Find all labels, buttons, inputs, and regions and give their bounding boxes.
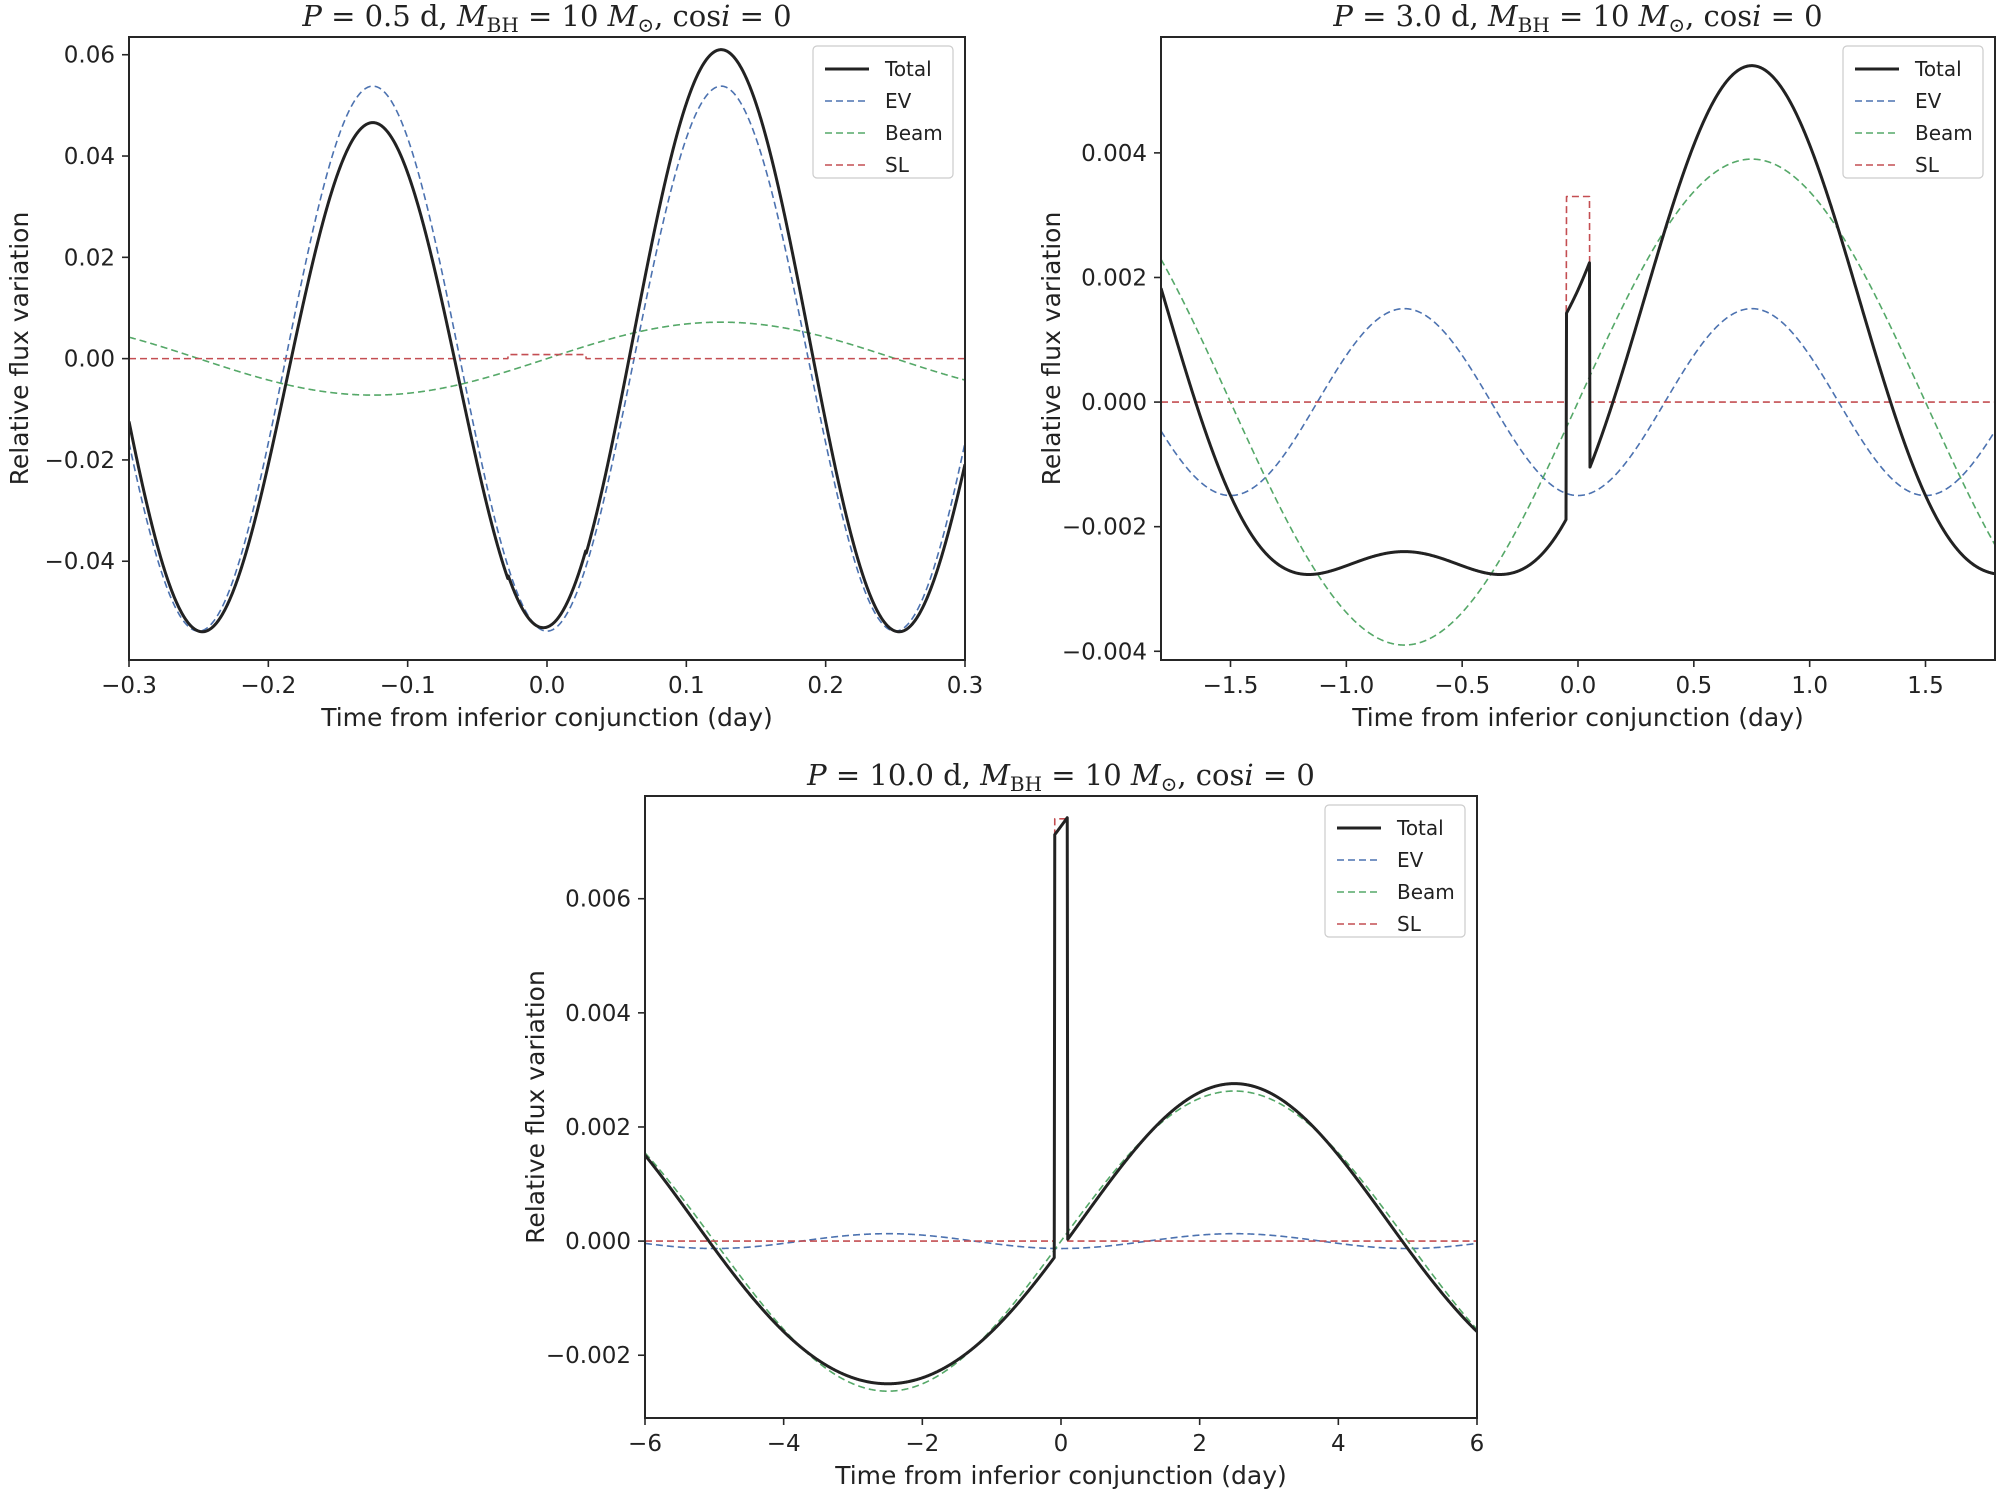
series-sl-line	[645, 818, 1477, 1242]
x-tick-label: 0	[1054, 1431, 1069, 1457]
legend-label-beam: Beam	[885, 121, 943, 145]
x-tick-label: 2	[1192, 1431, 1207, 1457]
legend-box	[1324, 804, 1466, 938]
legend-label-sl: SL	[1397, 912, 1422, 936]
x-tick-label: −6	[628, 1431, 662, 1457]
y-tick-label: 0.04	[64, 144, 115, 170]
x-axis-label: Time from inferior conjunction (day)	[834, 1461, 1287, 1490]
panel-p0-5d: −0.3 −0.2 −0.1 0.0 0.1 0.2 0.3 −0.04 −0.02 0.00 0.…	[5, 0, 983, 732]
y-tick-label: −0.04	[45, 549, 115, 575]
x-tick-label: −1.5	[1203, 673, 1259, 699]
x-tick-label: 0.5	[1676, 673, 1713, 699]
legend-box	[1842, 45, 1984, 179]
y-tick-label: 0.02	[64, 245, 115, 271]
series-beam-line	[129, 321, 965, 396]
x-tick-label: −1.0	[1318, 673, 1374, 699]
legend-label-beam: Beam	[1397, 880, 1455, 904]
chart-title: P = 3.0 d, MBH = 10 M⊙, cosi = 0	[1332, 0, 1822, 37]
series-total-line	[645, 816, 1477, 1386]
x-tick-label: 4	[1331, 1431, 1346, 1457]
y-tick-label: 0.002	[1081, 265, 1147, 291]
legend-label-total: Total	[1914, 57, 1962, 81]
y-tick-label: 0.004	[565, 1001, 631, 1027]
x-axis-label: Time from inferior conjunction (day)	[1351, 703, 1804, 732]
legend-label-sl: SL	[1915, 153, 1940, 177]
x-tick-label: 0.1	[668, 673, 705, 699]
x-tick-label: 0.3	[947, 673, 984, 699]
x-tick-label: −0.1	[380, 673, 436, 699]
legend: Total EV Beam SL	[812, 45, 954, 179]
y-axis-label: Relative flux variation	[1037, 212, 1066, 486]
series-ev-line	[645, 1232, 1477, 1250]
y-tick-label: −0.004	[1062, 639, 1147, 665]
x-axis-label: Time from inferior conjunction (day)	[320, 703, 773, 732]
y-tick-label: −0.002	[546, 1343, 631, 1369]
series-ev-line	[129, 85, 965, 632]
chart-title: P = 0.5 d, MBH = 10 M⊙, cosi = 0	[301, 0, 791, 37]
legend-label-sl: SL	[885, 153, 910, 177]
legend-label-ev: EV	[1915, 89, 1942, 113]
legend-label-total: Total	[1396, 816, 1444, 840]
series-total-line	[129, 48, 965, 634]
legend: Total EV Beam SL	[1324, 804, 1466, 938]
y-tick-label: −0.002	[1062, 515, 1147, 541]
legend-label-ev: EV	[1397, 848, 1424, 872]
x-tick-label: −2	[905, 1431, 939, 1457]
y-tick-label: 0.000	[565, 1229, 631, 1255]
series-sl-line	[1161, 195, 1995, 403]
y-tick-label: 0.00	[64, 347, 115, 373]
y-axis-label: Relative flux variation	[521, 970, 550, 1244]
x-tick-label: −4	[767, 1431, 801, 1457]
x-tick-label: 0.2	[807, 673, 844, 699]
y-tick-label: 0.06	[64, 43, 115, 69]
series-beam-line	[1161, 158, 1995, 646]
y-tick-label: 0.006	[565, 887, 631, 913]
legend-label-ev: EV	[885, 89, 912, 113]
y-tick-label: −0.02	[45, 448, 115, 474]
x-tick-label: 0.0	[529, 673, 566, 699]
y-axis-label: Relative flux variation	[5, 212, 34, 486]
plot-area	[129, 48, 965, 634]
plot-area	[1161, 64, 1995, 646]
y-tick-label: 0.000	[1081, 390, 1147, 416]
y-tick-label: 0.004	[1081, 141, 1147, 167]
chart-title: P = 10.0 d, MBH = 10 M⊙, cosi = 0	[806, 758, 1315, 796]
x-tick-label: −0.2	[240, 673, 296, 699]
x-tick-label: −0.5	[1434, 673, 1490, 699]
legend: Total EV Beam SL	[1842, 45, 1984, 179]
series-total-line	[1161, 64, 1995, 576]
legend-label-total: Total	[884, 57, 932, 81]
x-tick-label: −0.3	[101, 673, 157, 699]
x-tick-label: 1.0	[1791, 673, 1828, 699]
panel-p10-0d: −6 −4 −2 0 2 4 6 −0.002 0.000 0.002 0.004 0.006 Time…	[521, 758, 1484, 1490]
x-tick-label: 0.0	[1560, 673, 1597, 699]
series-ev-line	[1161, 307, 1995, 497]
legend-label-beam: Beam	[1915, 121, 1973, 145]
panel-p3-0d: −1.5 −1.0 −0.5 0.0 0.5 1.0 1.5 −0.004 −0.002 0.00…	[1037, 0, 1996, 732]
legend-box	[812, 45, 954, 179]
plot-area	[645, 816, 1477, 1392]
y-tick-label: 0.002	[565, 1115, 631, 1141]
series-sl-line	[129, 353, 965, 360]
x-tick-label: 6	[1470, 1431, 1485, 1457]
x-tick-label: 1.5	[1907, 673, 1944, 699]
